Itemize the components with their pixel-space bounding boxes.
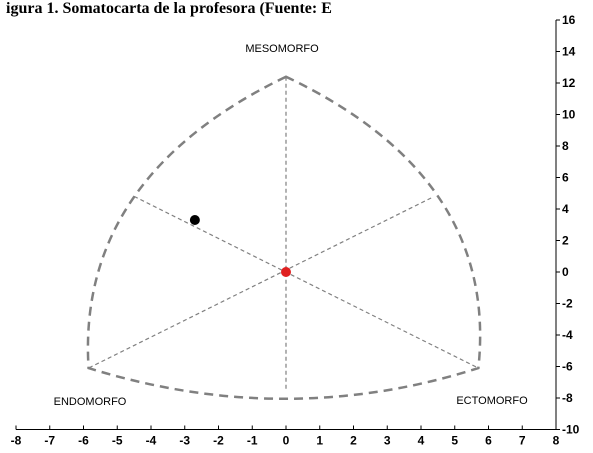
x-tick-label: -3 <box>179 434 190 448</box>
y-tick-label: -4 <box>562 328 573 342</box>
x-tick-label: -5 <box>112 434 123 448</box>
y-tick-label: -2 <box>562 297 573 311</box>
y-tick-label: 4 <box>562 202 569 216</box>
x-tick-label: 2 <box>350 434 357 448</box>
y-tick-label: -8 <box>562 391 573 405</box>
guide-diagonal-left <box>133 195 479 369</box>
data-point <box>281 267 291 277</box>
y-tick-label: 2 <box>562 234 569 248</box>
x-tick-label: 7 <box>519 434 526 448</box>
axes: -8 -7 -6 -5 -4 -3 -2 -1 0 1 2 3 4 5 6 7 8-10-8-6-4-20246… <box>11 13 580 448</box>
label-mesomorfo: MESOMORFO <box>245 43 319 55</box>
guide-diagonal-right <box>88 197 432 369</box>
x-tick-label: -6 <box>78 434 89 448</box>
y-tick-label: 16 <box>562 13 576 27</box>
data-point <box>189 215 200 226</box>
x-tick-label: 3 <box>384 434 391 448</box>
y-tick-label: 8 <box>562 139 569 153</box>
x-tick-label: 6 <box>485 434 492 448</box>
x-tick-label: -1 <box>247 434 258 448</box>
x-tick-label: -4 <box>146 434 157 448</box>
y-tick-label: 10 <box>562 108 576 122</box>
x-tick-label: 8 <box>553 434 560 448</box>
x-tick-label: 5 <box>451 434 458 448</box>
x-tick-label: -2 <box>213 434 224 448</box>
y-tick-label: -6 <box>562 360 573 374</box>
y-tick-label: 12 <box>562 76 576 90</box>
x-tick-label: -7 <box>44 434 55 448</box>
somatochart-guides <box>88 76 479 392</box>
label-endomorfo: ENDOMORFO <box>54 396 127 408</box>
x-tick-label: 0 <box>283 434 290 448</box>
x-tick-label: -8 <box>11 434 22 448</box>
y-tick-label: 0 <box>562 265 569 279</box>
outline-arc <box>86 75 482 400</box>
y-tick-label: -10 <box>562 423 580 437</box>
x-tick-label: 1 <box>316 434 323 448</box>
figure-caption: igura 1. Somatocarta de la profesora (Fu… <box>6 0 332 17</box>
label-ectomorfo: ECTOMORFO <box>456 395 528 407</box>
region-labels: MESOMORFO ENDOMORFO ECTOMORFO <box>54 43 528 408</box>
somatochart-outline <box>86 75 482 400</box>
y-tick-label: 14 <box>562 45 576 59</box>
y-tick-label: 6 <box>562 171 569 185</box>
x-tick-label: 4 <box>418 434 425 448</box>
data-points <box>189 215 291 277</box>
